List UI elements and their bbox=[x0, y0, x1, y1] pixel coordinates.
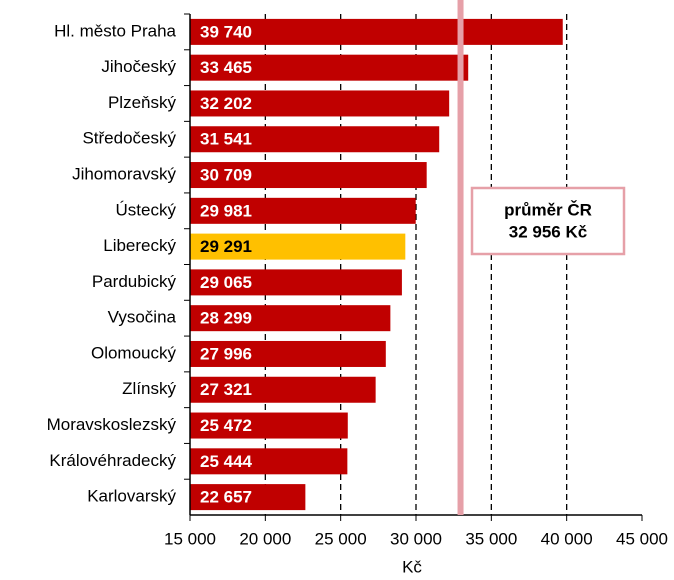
value-label: 27 321 bbox=[200, 380, 252, 399]
bar bbox=[190, 448, 348, 475]
x-tick-label: 45 000 bbox=[616, 529, 668, 548]
value-label: 39 740 bbox=[200, 22, 252, 41]
y-tick-label: Zlínský bbox=[122, 379, 176, 398]
bar bbox=[190, 305, 391, 332]
y-tick-label: Středočeský bbox=[82, 129, 176, 148]
bar bbox=[190, 376, 376, 403]
x-tick-label: 30 000 bbox=[390, 529, 442, 548]
bar bbox=[190, 484, 306, 511]
y-tick-label: Vysočina bbox=[108, 308, 177, 327]
value-label: 30 709 bbox=[200, 166, 252, 185]
y-tick-label: Jihomoravský bbox=[72, 165, 176, 184]
x-tick-label: 15 000 bbox=[164, 529, 216, 548]
bar bbox=[190, 197, 416, 224]
value-label: 22 657 bbox=[200, 488, 252, 507]
bar bbox=[190, 162, 427, 189]
value-label: 29 065 bbox=[200, 273, 252, 292]
value-label: 28 299 bbox=[200, 309, 252, 328]
x-tick-label: 25 000 bbox=[315, 529, 367, 548]
annotation-text: 32 956 Kč bbox=[509, 222, 587, 241]
annotation-box bbox=[470, 186, 626, 256]
annotation-text: průměr ČR bbox=[504, 200, 592, 219]
value-label: 25 444 bbox=[200, 452, 253, 471]
value-label: 29 291 bbox=[200, 237, 252, 256]
x-tick-label: 35 000 bbox=[465, 529, 517, 548]
y-tick-label: Ústecký bbox=[116, 200, 177, 219]
y-tick-label: Plzeňský bbox=[108, 93, 177, 112]
value-label: 27 996 bbox=[200, 344, 252, 363]
bar bbox=[190, 412, 348, 439]
y-tick-label: Královéhradecký bbox=[49, 451, 176, 470]
value-label: 29 981 bbox=[200, 201, 252, 220]
value-label: 32 202 bbox=[200, 94, 252, 113]
y-tick-label: Olomoucký bbox=[91, 343, 177, 362]
bar bbox=[190, 233, 406, 260]
bar bbox=[190, 54, 469, 81]
value-label: 33 465 bbox=[200, 58, 252, 77]
x-axis-label: Kč bbox=[402, 557, 422, 576]
bar bbox=[190, 18, 563, 45]
value-label: 25 472 bbox=[200, 416, 252, 435]
y-tick-label: Jihočeský bbox=[101, 57, 176, 76]
bar bbox=[190, 269, 402, 296]
y-tick-label: Karlovarský bbox=[87, 487, 176, 506]
bar bbox=[190, 340, 386, 367]
bar bbox=[190, 126, 440, 153]
bar bbox=[190, 90, 450, 117]
x-tick-label: 20 000 bbox=[239, 529, 291, 548]
y-tick-label: Pardubický bbox=[92, 272, 177, 291]
y-tick-label: Hl. město Praha bbox=[54, 21, 176, 40]
y-tick-label: Liberecký bbox=[103, 236, 176, 255]
value-label: 31 541 bbox=[200, 130, 252, 149]
x-tick-label: 40 000 bbox=[541, 529, 593, 548]
y-tick-label: Moravskoslezský bbox=[47, 415, 177, 434]
